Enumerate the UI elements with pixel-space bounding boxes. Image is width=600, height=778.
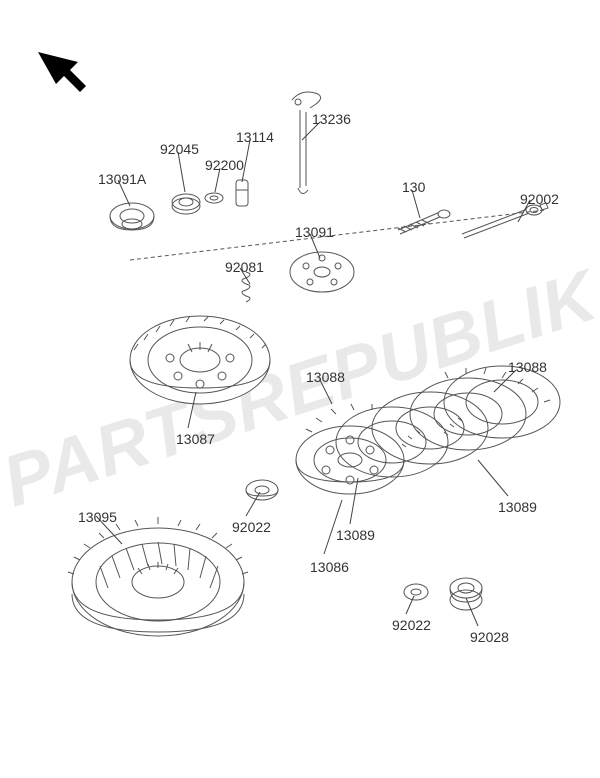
label-13087: 13087: [176, 432, 215, 446]
label-13114: 13114: [236, 130, 274, 144]
label-13088a: 13088: [306, 370, 345, 384]
label-13088b: 13088: [508, 360, 547, 374]
part-13095: [68, 517, 248, 636]
label-92002: 92002: [520, 192, 559, 206]
part-13114: [236, 180, 248, 206]
label-13091: 13091: [295, 225, 334, 239]
part-92028: [450, 578, 482, 610]
label-92022a: 92022: [232, 520, 271, 534]
label-92028: 92028: [470, 630, 509, 644]
part-92022a: [246, 480, 278, 500]
label-13089a: 13089: [336, 528, 375, 542]
exploded-diagram: [0, 0, 600, 778]
label-13095: 13095: [78, 510, 117, 524]
part-92022b: [404, 584, 428, 600]
part-13091a: [110, 203, 154, 230]
label-92045: 92045: [160, 142, 199, 156]
label-13236: 13236: [312, 112, 351, 126]
part-92081: [242, 272, 250, 302]
label-13091a: 13091A: [98, 172, 146, 186]
part-130: [398, 210, 450, 234]
label-92022b: 92022: [392, 618, 431, 632]
part-92045: [172, 194, 200, 214]
nav-arrow: [38, 52, 86, 92]
label-92200: 92200: [205, 158, 244, 172]
watermark-text: PARTSREPUBLIK: [0, 254, 600, 523]
label-130: 130: [402, 180, 425, 194]
part-13087: [130, 316, 270, 404]
label-92081: 92081: [225, 260, 264, 274]
label-13086: 13086: [310, 560, 349, 574]
part-92002: [462, 203, 548, 238]
part-92200: [205, 193, 223, 203]
label-13089b: 13089: [498, 500, 537, 514]
part-13236: [292, 92, 321, 194]
part-stack: [296, 366, 560, 494]
part-13091: [290, 252, 354, 292]
